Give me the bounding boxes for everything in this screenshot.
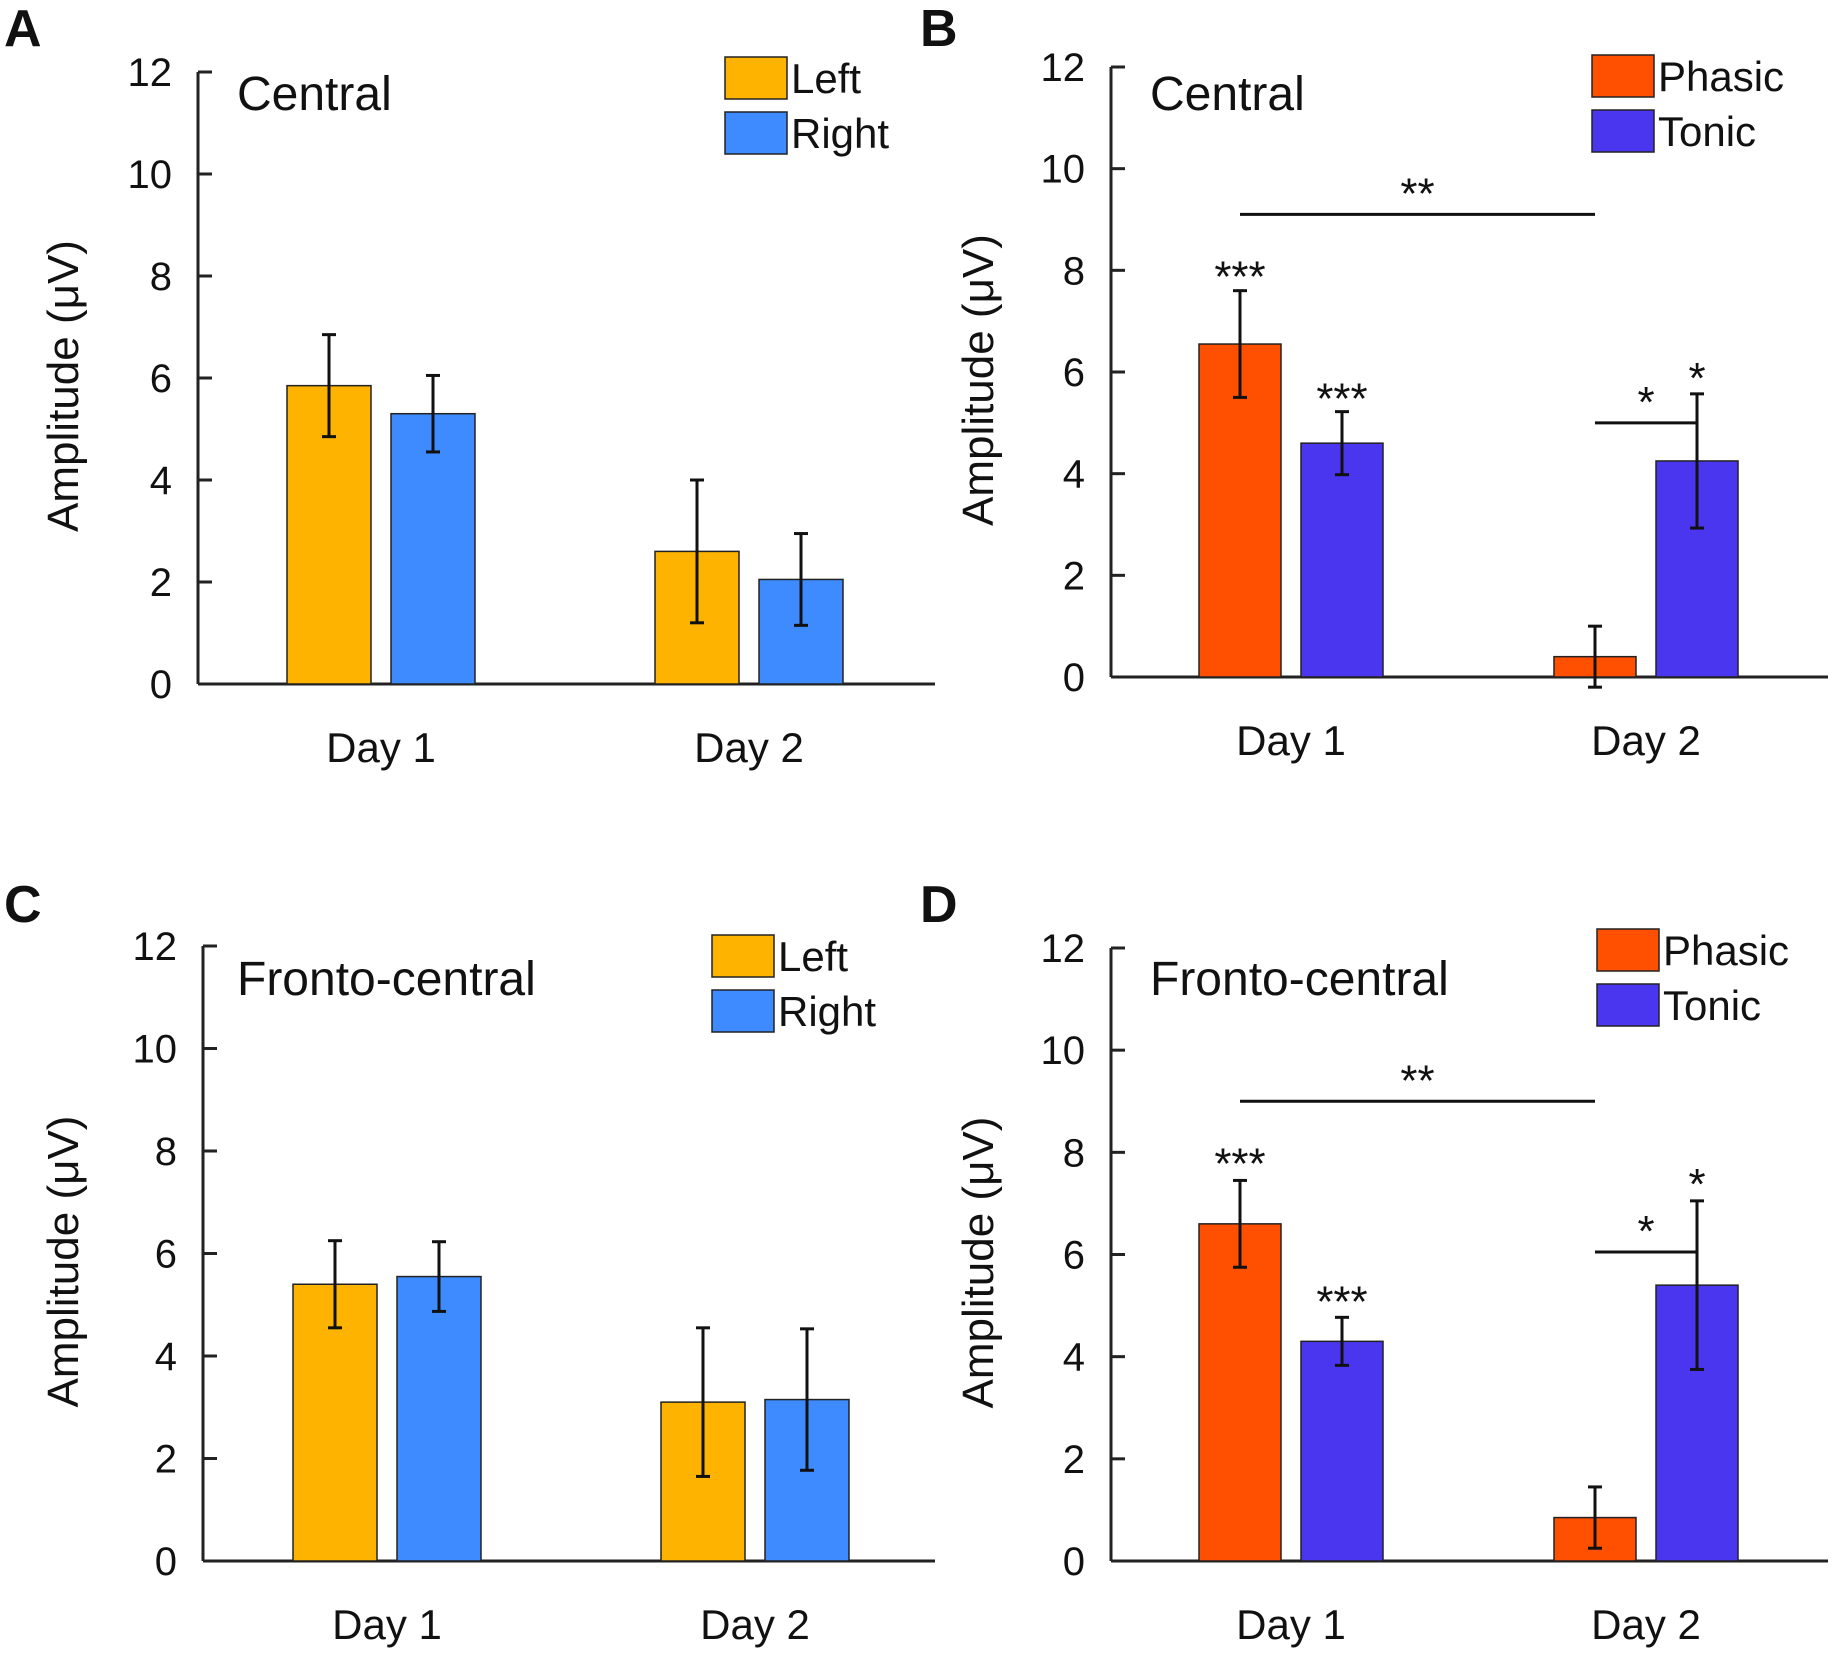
y-tick-label: 2	[150, 561, 172, 605]
y-axis-title: Amplitude (μV)	[39, 1116, 88, 1408]
significance-label: *	[1637, 378, 1654, 427]
y-tick-label: 0	[1063, 656, 1085, 700]
y-tick-label: 12	[1041, 927, 1086, 971]
chart-panel-c: C 0 2 4 6 8 10 12 Amplitude (μV) Day 1 Day 2 Fronto…	[4, 876, 935, 1648]
x-category-label: Day 2	[694, 724, 804, 771]
legend-swatch	[1596, 928, 1660, 972]
panel-letter: C	[4, 876, 42, 934]
x-category-label: Day 1	[1236, 717, 1346, 764]
x-category-label: Day 2	[700, 1601, 810, 1648]
significance-label: *	[1637, 1207, 1654, 1256]
x-category-label: Day 1	[326, 724, 436, 771]
y-tick-label: 10	[128, 153, 173, 197]
y-tick-label: 2	[1063, 1438, 1085, 1482]
y-tick-label: 0	[150, 663, 172, 707]
y-tick-label: 0	[1063, 1540, 1085, 1584]
significance-label: **	[1400, 169, 1434, 218]
legend-label: Phasic	[1658, 53, 1784, 100]
significance-label: **	[1400, 1056, 1434, 1105]
y-tick-label: 6	[155, 1233, 177, 1277]
significance-label: ***	[1214, 1140, 1265, 1189]
region-title: Fronto-central	[237, 953, 536, 1006]
y-tick-label: 4	[155, 1335, 177, 1379]
y-tick-label: 8	[1063, 249, 1085, 293]
chart-panel-b: B 0 2 4 6 8 10 12 Amplitude (μV) Day 1 Day 2 Centra…	[920, 0, 1828, 764]
x-category-label: Day 2	[1591, 717, 1701, 764]
y-tick-label: 6	[1063, 1234, 1085, 1278]
panel-letter: D	[920, 876, 958, 934]
y-tick-label: 12	[128, 51, 173, 95]
legend-swatch	[724, 111, 788, 155]
chart-panel-d: D 0 2 4 6 8 10 12 Amplitude (μV) Day 1 Day 2 Fronto…	[920, 876, 1828, 1648]
legend-label: Right	[791, 110, 889, 157]
legend-swatch	[724, 56, 788, 100]
y-tick-label: 0	[155, 1540, 177, 1584]
significance-label: ***	[1214, 252, 1265, 301]
y-tick-label: 4	[1063, 1336, 1085, 1380]
y-axis-title: Amplitude (μV)	[39, 240, 88, 532]
significance-label: *	[1688, 1160, 1705, 1209]
y-tick-label: 8	[155, 1130, 177, 1174]
significance-label: *	[1688, 354, 1705, 403]
bar	[1655, 1284, 1739, 1562]
x-category-label: Day 2	[1591, 1601, 1701, 1648]
bar	[1300, 442, 1384, 678]
legend-swatch	[711, 934, 775, 978]
y-axis-title: Amplitude (μV)	[954, 1117, 1003, 1409]
legend-label: Right	[778, 988, 876, 1035]
region-title: Central	[237, 68, 392, 121]
bar	[390, 412, 476, 685]
legend-swatch	[711, 989, 775, 1033]
bar	[292, 1283, 378, 1562]
region-title: Central	[1150, 68, 1305, 121]
y-tick-label: 12	[133, 925, 178, 969]
panel-letter: B	[920, 0, 958, 58]
legend-label: Tonic	[1663, 982, 1761, 1029]
y-tick-label: 10	[1041, 1029, 1086, 1073]
y-tick-label: 6	[1063, 351, 1085, 395]
legend-swatch	[1591, 109, 1655, 153]
legend-label: Left	[778, 933, 848, 980]
legend-swatch	[1591, 54, 1655, 98]
significance-label: ***	[1316, 1277, 1367, 1326]
y-axis-title: Amplitude (μV)	[954, 234, 1003, 526]
y-tick-label: 6	[150, 357, 172, 401]
panel-letter: A	[4, 0, 42, 58]
legend-label: Phasic	[1663, 927, 1789, 974]
y-tick-label: 8	[1063, 1131, 1085, 1175]
legend-label: Tonic	[1658, 108, 1756, 155]
y-tick-label: 10	[1041, 148, 1086, 192]
y-tick-label: 8	[150, 255, 172, 299]
chart-panel-a: A 0 2 4 6 8 10 12 Amplitude (μV) Day 1 Day 2 Centra…	[4, 0, 935, 771]
x-category-label: Day 1	[1236, 1601, 1346, 1648]
y-tick-label: 4	[150, 459, 172, 503]
region-title: Fronto-central	[1150, 953, 1449, 1006]
y-tick-label: 12	[1041, 46, 1086, 90]
legend-label: Left	[791, 55, 861, 102]
significance-label: ***	[1316, 374, 1367, 423]
bar	[1198, 1223, 1282, 1562]
bar	[1300, 1340, 1384, 1562]
bar	[396, 1275, 482, 1562]
y-tick-label: 2	[155, 1438, 177, 1482]
y-tick-label: 4	[1063, 453, 1085, 497]
y-tick-label: 2	[1063, 554, 1085, 598]
legend-swatch	[1596, 983, 1660, 1027]
x-category-label: Day 1	[332, 1601, 442, 1648]
y-tick-label: 10	[133, 1028, 178, 1072]
